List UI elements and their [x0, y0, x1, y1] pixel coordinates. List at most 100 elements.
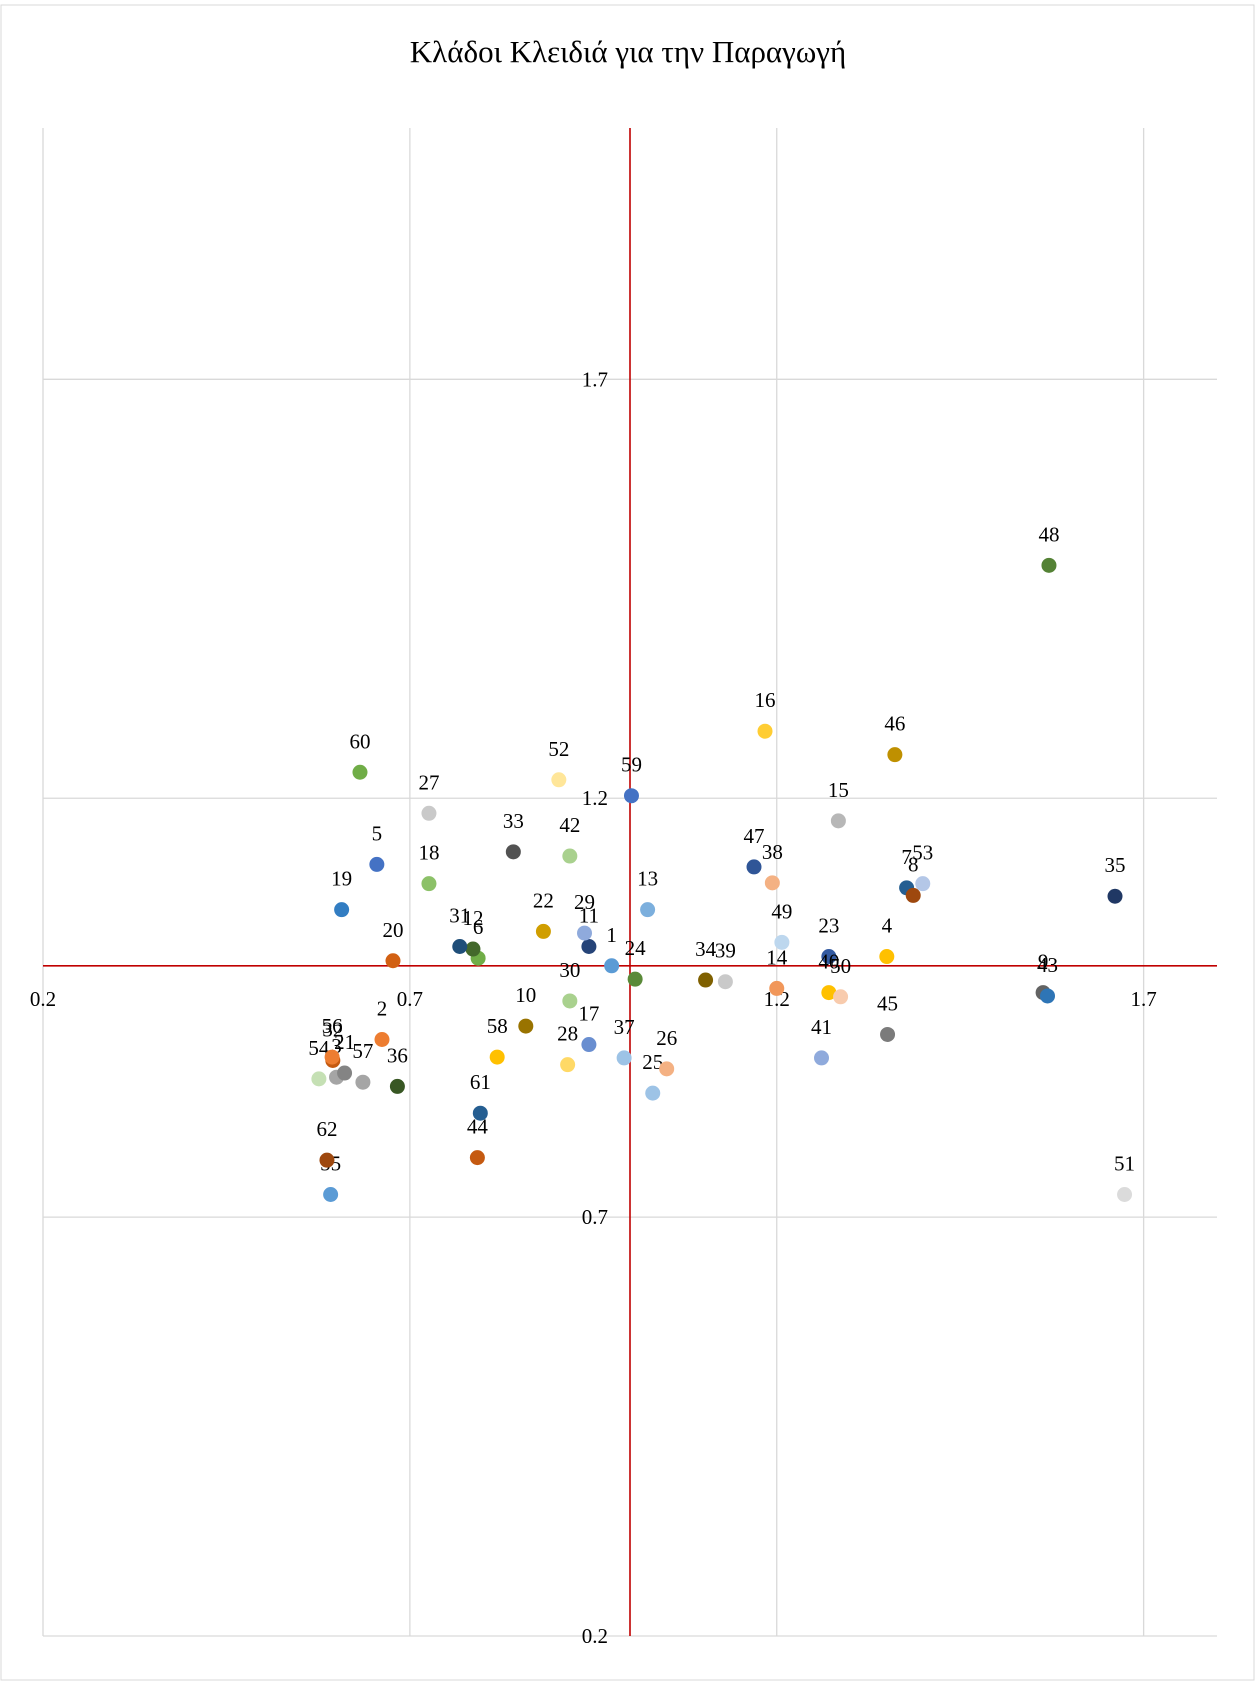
point-label: 18: [418, 841, 439, 865]
x-tick-label: 0.2: [30, 987, 56, 1011]
point-label: 49: [771, 899, 792, 923]
point-label: 9: [1038, 950, 1049, 974]
point-label: 31: [449, 904, 470, 928]
point-label: 33: [503, 809, 524, 833]
point: [616, 1050, 632, 1066]
point-label: 27: [418, 770, 439, 794]
point: [814, 1050, 830, 1066]
point: [324, 1049, 340, 1065]
point-label: 16: [755, 688, 776, 712]
point-label: 44: [467, 1115, 489, 1139]
point: [352, 764, 368, 780]
point-label: 61: [470, 1070, 491, 1094]
point: [757, 723, 773, 739]
point: [833, 989, 849, 1005]
point: [880, 1026, 896, 1042]
point-label: 36: [387, 1043, 408, 1067]
point-label: 7: [901, 845, 912, 869]
point: [830, 813, 846, 829]
point: [1117, 1186, 1133, 1202]
point-label: 58: [487, 1014, 508, 1038]
point-label: 60: [349, 729, 370, 753]
point-label: 4: [882, 914, 893, 938]
point-label: 20: [382, 918, 403, 942]
point-label: 24: [625, 936, 647, 960]
point-label: 37: [614, 1015, 635, 1039]
point-label: 47: [744, 824, 765, 848]
point: [535, 923, 551, 939]
point: [698, 972, 714, 988]
point: [355, 1074, 371, 1090]
point-label: 22: [533, 888, 554, 912]
point: [374, 1032, 390, 1048]
point: [717, 974, 733, 990]
point-label: 10: [515, 983, 536, 1007]
point: [323, 1186, 339, 1202]
point: [551, 772, 567, 788]
point: [421, 805, 437, 821]
point: [905, 887, 921, 903]
point-label: 28: [557, 1022, 578, 1046]
point-label: 45: [877, 991, 898, 1015]
point: [1041, 557, 1057, 573]
point-label: 62: [316, 1117, 337, 1141]
point-label: 52: [548, 737, 569, 761]
point-label: 12: [462, 906, 483, 930]
x-tick-label: 0.7: [397, 987, 423, 1011]
point-label: 40: [818, 950, 839, 974]
point-label: 46: [884, 712, 905, 736]
point: [915, 876, 931, 892]
point-label: 56: [322, 1014, 343, 1038]
y-tick-label: 0.2: [582, 1624, 608, 1648]
point: [562, 848, 578, 864]
point-label: 8: [908, 852, 919, 876]
point-label: 23: [818, 914, 839, 938]
point: [421, 876, 437, 892]
point: [505, 844, 521, 860]
point: [518, 1018, 534, 1034]
point-label: 35: [1105, 853, 1126, 877]
point: [821, 949, 837, 965]
point: [887, 747, 903, 763]
point-label: 32: [322, 1017, 343, 1041]
point-label: 50: [830, 954, 851, 978]
y-tick-label: 1.7: [582, 367, 608, 391]
point-label: 51: [1114, 1151, 1135, 1175]
point: [562, 993, 578, 1009]
point-label: 2: [377, 997, 388, 1021]
point: [452, 939, 468, 955]
point: [821, 985, 837, 1001]
point: [385, 953, 401, 969]
point: [319, 1152, 335, 1168]
point-label: 29: [574, 890, 595, 914]
point: [469, 1150, 485, 1166]
point: [774, 934, 790, 950]
point: [879, 949, 895, 965]
point-label: 59: [621, 753, 642, 777]
point-label: 41: [811, 1015, 832, 1039]
point-label: 34: [695, 937, 717, 961]
point-label: 26: [656, 1026, 677, 1050]
point: [389, 1078, 405, 1094]
point: [1107, 888, 1123, 904]
point: [764, 875, 780, 891]
y-tick-label: 0.7: [582, 1205, 608, 1229]
point: [560, 1057, 576, 1073]
point: [334, 902, 350, 918]
chart-border: [0, 4, 1255, 1681]
point-label: 6: [473, 915, 484, 939]
point-label: 5: [372, 821, 383, 845]
point: [581, 939, 597, 955]
point: [627, 971, 643, 987]
point: [577, 925, 593, 941]
point-label: 42: [559, 813, 580, 837]
point-label: 38: [762, 840, 783, 864]
point: [465, 941, 481, 957]
x-tick-label: 1.7: [1131, 987, 1157, 1011]
point-label: 3: [331, 1034, 342, 1058]
point-label: 48: [1038, 522, 1059, 546]
point: [640, 902, 656, 918]
point: [659, 1061, 675, 1077]
point-label: 54: [308, 1036, 330, 1060]
